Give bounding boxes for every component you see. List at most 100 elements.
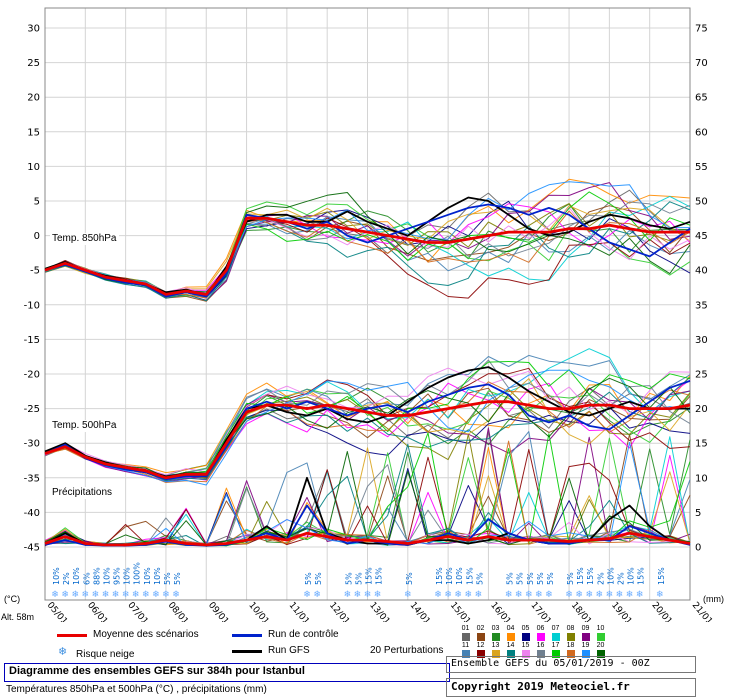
mean-precip	[44, 531, 691, 547]
perturbation-color-swatch	[521, 650, 530, 658]
snowflake-icon: ❄	[505, 590, 513, 600]
perturbation-legend-item: 20	[593, 642, 608, 659]
perturbation-legend-item: 17	[548, 642, 563, 659]
left-axis-tick: -35	[24, 473, 40, 484]
snowflake-icon: ❄	[596, 590, 604, 600]
pert-t500-20	[44, 377, 691, 479]
run-info-box: Ensemble GEFS du 05/01/2019 - 00Z	[446, 656, 696, 673]
snowflake-icon: ❄	[112, 590, 120, 600]
perturbation-legend-item: 04	[503, 625, 518, 642]
perturbation-legend-item: 12	[473, 642, 488, 659]
perturbation-number: 08	[566, 625, 575, 632]
left-axis-tick: 20	[27, 93, 40, 104]
right-axis-unit: (mm)	[703, 594, 724, 604]
control-line-swatch	[232, 634, 262, 637]
perturbation-number: 17	[551, 642, 560, 649]
perturbation-legend-item: 15	[518, 642, 533, 659]
copyright-box: Copyright 2019 Meteociel.fr	[446, 678, 696, 697]
perturbation-number: 16	[536, 642, 545, 649]
snowflake-icon: ❄	[606, 590, 614, 600]
date-label: 06/01	[85, 601, 109, 622]
perturbation-color-swatch	[491, 650, 500, 658]
perturbation-color-swatch	[461, 633, 470, 641]
pert-precip-19	[44, 441, 691, 546]
snow-pct-label: 5%	[314, 572, 323, 585]
left-axis-tick: 30	[27, 24, 40, 35]
control-t850	[44, 203, 691, 298]
snowflake-icon: ❄	[465, 590, 473, 600]
snowflake-icon: ❄	[515, 590, 523, 600]
snowflake-icon: ❄	[58, 646, 68, 658]
perturbation-color-swatch	[566, 650, 575, 658]
snow-pct-label: 10%	[455, 567, 464, 585]
perturbation-number: 14	[506, 642, 515, 649]
perturbation-legend-item: 01	[458, 625, 473, 642]
snowflake-icon: ❄	[152, 590, 160, 600]
snowflake-icon: ❄	[132, 590, 140, 600]
right-axis-tick: 10	[695, 473, 708, 484]
date-label: 07/01	[125, 601, 149, 622]
snowflake-icon: ❄	[61, 590, 69, 600]
snow-pct-label: 10%	[445, 567, 454, 585]
right-axis-tick: 35	[695, 300, 708, 311]
snowflake-icon: ❄	[404, 590, 412, 600]
gfs-legend-label: Run GFS	[268, 645, 310, 656]
right-axis-tick: 65	[695, 93, 708, 104]
right-axis-tick: 25	[695, 370, 708, 381]
right-axis-tick: 75	[695, 24, 708, 35]
date-label: 19/01	[609, 601, 633, 622]
mean-t850	[44, 216, 690, 296]
perturbation-legend-item: 07	[548, 625, 563, 642]
snow-pct-label: 6%	[82, 572, 91, 585]
perturbation-number: 10	[596, 625, 605, 632]
left-axis-tick: -45	[24, 543, 40, 554]
perturbation-color-swatch	[596, 633, 605, 641]
snow-pct-label: 10%	[153, 567, 162, 585]
gfs-line-swatch	[232, 650, 262, 653]
perturbation-number: 07	[551, 625, 560, 632]
perturbation-number: 01	[461, 625, 470, 632]
snow-pct-label: 15%	[375, 567, 384, 585]
perturbation-number: 15	[521, 642, 530, 649]
mean-legend-label: Moyenne des scénarios	[93, 629, 199, 640]
snow-pct-label: 5%	[405, 572, 414, 585]
perturbation-legend-item: 11	[458, 642, 473, 659]
plot-border	[44, 7, 691, 601]
snowflake-icon: ❄	[142, 590, 150, 600]
snowflake-icon: ❄	[344, 590, 352, 600]
date-label: 12/01	[327, 601, 351, 622]
right-axis-tick: 70	[695, 58, 708, 69]
perturbation-legend-item: 18	[563, 642, 578, 659]
snow-pct-label: 5%	[354, 572, 363, 585]
perturbation-legend-item: 03	[488, 625, 503, 642]
snow-pct-label: 5%	[304, 572, 313, 585]
snow-pct-label: 5%	[546, 572, 555, 585]
pert-t850-14	[44, 201, 691, 302]
snowflake-icon: ❄	[172, 590, 180, 600]
right-axis-tick: 45	[695, 231, 708, 242]
snow-pct-label: 10%	[606, 567, 615, 585]
perturbation-number: 11	[461, 642, 470, 649]
snowflake-icon: ❄	[656, 590, 664, 600]
perturbation-legend-item: 06	[533, 625, 548, 642]
snow-pct-label: 15%	[637, 567, 646, 585]
left-axis-tick: 0	[34, 231, 40, 242]
perturbation-legend-item: 16	[533, 642, 548, 659]
perturbation-legend-item: 02	[473, 625, 488, 642]
left-axis-tick: -5	[30, 266, 40, 277]
snowflake-icon: ❄	[565, 590, 573, 600]
date-label: 09/01	[206, 601, 230, 622]
snowflake-icon: ❄	[434, 590, 442, 600]
perturbation-color-swatch	[581, 633, 590, 641]
pert-t500-19	[44, 369, 691, 486]
snowflake-icon: ❄	[71, 590, 79, 600]
perturbation-color-swatch	[476, 650, 485, 658]
mean-t500	[44, 400, 691, 480]
snow-pct-label: 10%	[627, 567, 636, 585]
snowflake-icon: ❄	[535, 590, 543, 600]
snow-pct-label: 10%	[72, 567, 81, 585]
perturbation-number: 19	[581, 642, 590, 649]
perturbation-number: 09	[581, 625, 590, 632]
date-label: 08/01	[166, 601, 190, 622]
